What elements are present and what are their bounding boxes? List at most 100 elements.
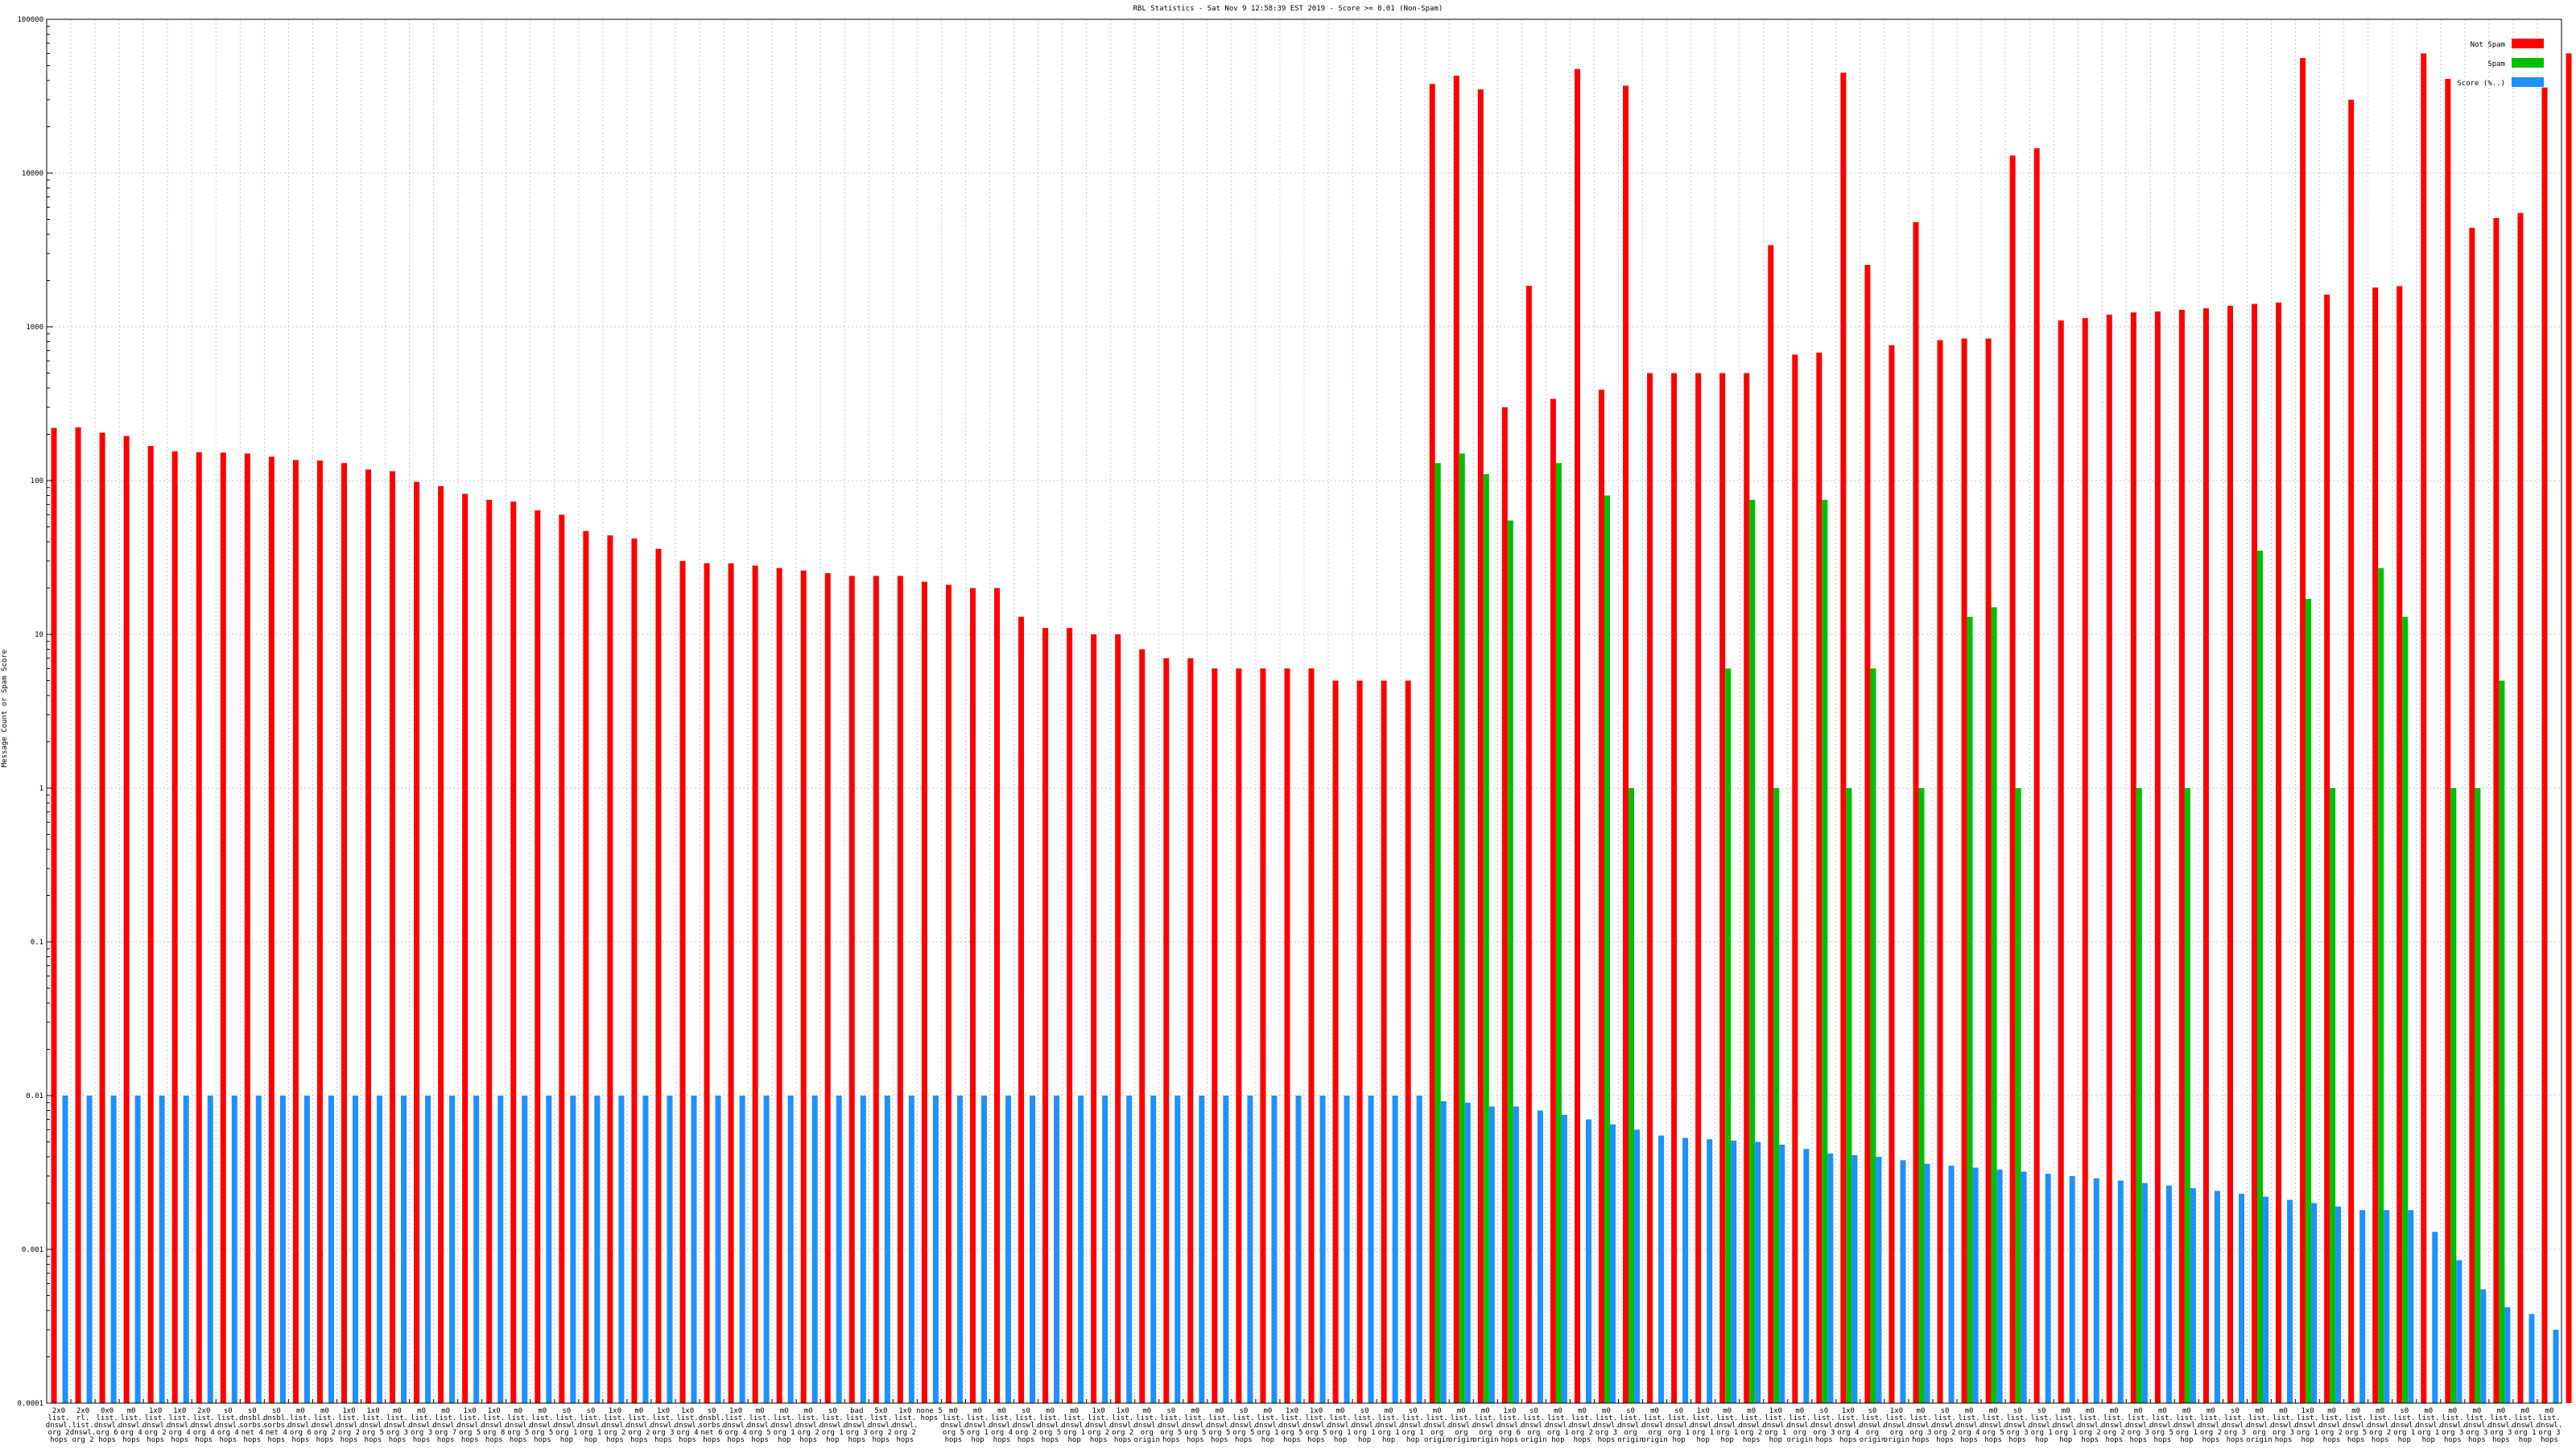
x-tick-label: s0 list. dnswl. org 1 hop [578, 1407, 605, 1444]
x-tick-label-line: dnswl. [2174, 1422, 2200, 1430]
x-tick-label-line: 1x0 [1697, 1407, 1710, 1415]
x-tick-label-line: dnswl. [1666, 1422, 1692, 1430]
x-tick-label-line: hop [1551, 1436, 1564, 1444]
x-tick-label-line: 5x0 [874, 1407, 887, 1415]
x-tick-label-line: dnswl. [1787, 1422, 1814, 1430]
bar-not-spam [1115, 634, 1121, 1403]
x-tick-label-line: org [1648, 1429, 1661, 1437]
x-tick-label-line: dnswl. [70, 1429, 97, 1437]
y-ticks: 100000 10000 1000 100 10 1 0.1 0.01 0.001 0.0001 [17, 16, 2562, 1408]
bar-score [546, 1096, 552, 1403]
x-tick-label-line: list. [1305, 1414, 1327, 1422]
x-tick-label-line: hops [2541, 1436, 2558, 1444]
bar-score [1634, 1129, 1641, 1403]
x-tick-label-line: m0 [1650, 1407, 1659, 1415]
x-tick-label: s0 list. dnswl. org 3 hops [2004, 1407, 2031, 1444]
x-tick-label: 1x0 list. dnswl. org 1 hop [1690, 1407, 1716, 1444]
x-tick-label-line: list. [1668, 1414, 1690, 1422]
x-tick-label-line: org 2 [628, 1429, 650, 1437]
bar-not-spam [1405, 680, 1411, 1403]
x-tick-label-line: sorbs. [263, 1422, 290, 1430]
x-tick-label-line: s0 [1868, 1407, 1876, 1415]
x-tick-label-line: m0 [441, 1407, 450, 1415]
bar-not-spam [1525, 285, 1532, 1403]
bar-score [2045, 1174, 2051, 1403]
x-tick-label-line: org 1 [2031, 1429, 2053, 1437]
x-tick-label-line: hops [2468, 1436, 2486, 1444]
bar-spam [1725, 668, 1732, 1403]
x-tick-label-line: dnswl. [336, 1422, 362, 1430]
x-tick-label: m0 list. dnswl. org 5 hops [747, 1407, 774, 1444]
x-tick-label-line: dnswl. [1569, 1422, 1596, 1430]
x-tick-label-line: org 3 [2442, 1429, 2463, 1437]
x-tick-label: m0 list. dnswl. org 5 hops [505, 1407, 531, 1444]
bar-not-spam [2009, 155, 2016, 1403]
x-tick-label-line: m0 [2062, 1407, 2070, 1415]
x-tick-label: m0 list. dnswl. org 2 hops [795, 1407, 822, 1444]
bar-not-spam [607, 535, 613, 1403]
x-tick-label-line: list. [774, 1414, 795, 1422]
x-tick-label-line: list. [2490, 1414, 2512, 1422]
bar-score [1368, 1096, 1374, 1403]
x-tick-label: s0 list. dnswl. org 4 hops [215, 1407, 242, 1444]
x-tick-label-line: dnswl. [2270, 1422, 2297, 1430]
x-tick-label-line: org 1 [1354, 1429, 1376, 1437]
bar-score [425, 1096, 431, 1403]
x-tick-label-line: hop [1697, 1436, 1710, 1444]
x-tick-label-line: org [1527, 1429, 1540, 1437]
x-tick-label-line: m0 [2545, 1407, 2554, 1415]
bar-not-spam [2517, 213, 2524, 1404]
bar-not-spam [341, 463, 347, 1403]
x-tick-label: m0 list. dnswl. org 1 hop [1714, 1407, 1740, 1444]
x-tick-label-line: org 3 [1909, 1429, 1931, 1437]
bar-score [2311, 1203, 2318, 1403]
x-tick-label-line: list. [1063, 1414, 1085, 1422]
bar-not-spam [1598, 390, 1604, 1403]
legend-swatch [2512, 77, 2544, 87]
bar-score [618, 1096, 625, 1403]
bar-not-spam [171, 451, 178, 1403]
bar-not-spam [969, 588, 976, 1403]
x-tick-label-line: list. [72, 1422, 94, 1430]
x-tick-label-line: list. [2369, 1414, 2391, 1422]
x-tick-label-line: dnswl. [1183, 1422, 1209, 1430]
bar-score [1102, 1096, 1108, 1403]
x-tick-label: s0 list. dnswl. org 1 hop [1666, 1407, 1692, 1444]
x-tick-label-line: origin [1860, 1436, 1886, 1444]
x-tick-label-line: m0 [1602, 1407, 1611, 1415]
x-tick-label-line: org 4 [169, 1429, 191, 1437]
x-tick-label-line: dnswl. [2512, 1422, 2539, 1430]
bar-score [763, 1096, 770, 1403]
bar-not-spam [2033, 148, 2040, 1403]
x-tick-label-line: hop [826, 1436, 839, 1444]
x-tick-label-line: dnswl. [1085, 1422, 1112, 1430]
x-tick-label-line: m0 [2521, 1407, 2530, 1415]
x-tick-label-line: 1x0 [681, 1407, 694, 1415]
bar-not-spam [2421, 53, 2427, 1404]
bar-not-spam [147, 445, 154, 1403]
x-tick-label: m0 list. dnswl. org 3 hops [2270, 1407, 2297, 1444]
x-tick-label-line: m0 [1917, 1407, 1926, 1415]
x-tick-label-line: org 2 [2079, 1429, 2101, 1437]
x-tick-label-line: list. [652, 1414, 674, 1422]
bar-not-spam [1501, 407, 1508, 1403]
bar-spam [2184, 788, 2190, 1403]
x-tick-label-line: dnswl. [1376, 1422, 1402, 1430]
x-tick-label: m0 list. dnswl. org 1 hop [771, 1407, 798, 1444]
x-tick-label-line: hops [365, 1436, 382, 1444]
x-tick-label-line: dnswl. [1714, 1422, 1740, 1430]
x-tick-label: m0 list. dnswl. org 5 hops [2149, 1407, 2176, 1444]
y-tick-label: 10 [35, 631, 43, 639]
x-tick-label: m0 list. dnswl. org 4 hops [118, 1407, 145, 1444]
x-tick-label-line: m0 [1481, 1407, 1490, 1415]
bar-score [1295, 1096, 1302, 1403]
bar-not-spam [51, 427, 57, 1403]
bar-not-spam [1647, 373, 1653, 1404]
x-tick-label: m0 list. dnswl. org origin [1133, 1407, 1160, 1444]
bar-not-spam [1574, 68, 1580, 1404]
bar-not-spam [921, 581, 927, 1403]
bar-score [2529, 1314, 2535, 1403]
bar-score [2553, 1329, 2559, 1403]
bar-score [739, 1096, 745, 1403]
x-tick-label-line: 1x0 [366, 1407, 379, 1415]
